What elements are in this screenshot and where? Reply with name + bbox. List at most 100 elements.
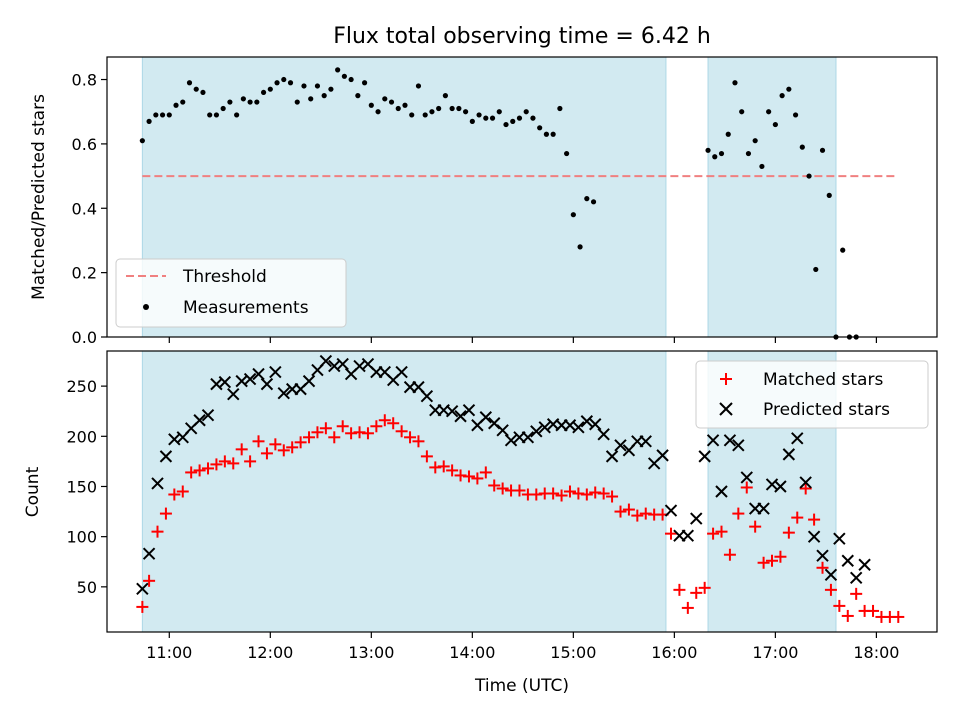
predicted-stars-point	[799, 476, 812, 489]
predicted-stars-point	[420, 389, 434, 403]
measurement-point	[139, 138, 145, 144]
ratio-legend: Threshold Measurements	[115, 258, 347, 328]
matched-stars-point	[260, 447, 273, 460]
measurement-point	[712, 154, 718, 160]
predicted-stars-point	[530, 425, 543, 438]
x-tick-label: 11:00	[146, 643, 192, 662]
predicted-stars-point	[260, 377, 274, 391]
matched-stars-point	[185, 466, 198, 479]
predicted-stars-point	[824, 568, 838, 582]
measurement-point	[799, 144, 805, 150]
matched-stars-point	[833, 599, 846, 612]
measurement-point	[281, 76, 287, 83]
predicted-stars-point	[479, 411, 493, 424]
count-y-axis: 50 100 150 200 250	[66, 377, 107, 597]
predicted-stars-point	[462, 404, 476, 417]
predicted-stars-point	[302, 374, 316, 388]
predicted-stars-point	[614, 439, 627, 452]
predicted-stars-point	[504, 434, 518, 447]
predicted-stars-point	[597, 428, 610, 441]
measurement-point	[375, 109, 381, 115]
predicted-stars-point	[521, 431, 535, 444]
measurement-point	[584, 196, 590, 202]
measurement-point	[590, 199, 597, 205]
matched-stars-point	[277, 444, 290, 457]
matched-stars-point	[799, 482, 812, 495]
count-legend: Matched stars Predicted stars	[695, 360, 929, 429]
predicted-stars-point	[538, 421, 551, 434]
measurement-point	[792, 112, 799, 118]
predicted-stars-point	[774, 480, 787, 493]
x-tick-label: 15:00	[550, 643, 596, 662]
ratio-y-tick-label: 0.6	[72, 135, 97, 154]
measurement-point	[819, 147, 826, 153]
predicted-stars-legend-swatch	[719, 402, 733, 416]
measurement-point	[254, 99, 260, 105]
predicted-stars-point	[740, 471, 753, 484]
observing-window-2	[707, 56, 837, 338]
matched-stars-point	[454, 469, 467, 482]
ratio-y-axis: 0.0 0.2 0.4 0.6 0.8	[72, 71, 107, 347]
measurement-point	[274, 80, 280, 86]
matched-stars-point	[412, 435, 425, 448]
matched-stars-point	[841, 609, 854, 622]
measurement-point	[786, 86, 792, 92]
measurement-point	[328, 86, 334, 92]
matched-stars-point	[303, 431, 316, 444]
ratio-x-ticks	[168, 337, 877, 343]
measurement-point	[503, 121, 509, 128]
matched-stars-point	[774, 550, 787, 563]
measurement-point	[260, 89, 267, 96]
measurement-point	[301, 83, 307, 89]
matched-stars-legend-label: Matched stars	[763, 370, 883, 390]
matched-stars-point	[446, 464, 459, 477]
predicted-stars-point	[681, 529, 695, 542]
figure-title: Flux total observing time = 6.42 h	[333, 24, 711, 49]
predicted-stars-point	[445, 405, 459, 418]
measurement-point	[456, 105, 462, 112]
matched-stars-point	[496, 482, 509, 495]
predicted-stars-point	[664, 504, 678, 517]
count-y-tick-label: 50	[77, 578, 97, 597]
measurement-point	[516, 115, 523, 121]
predicted-stars-point	[589, 418, 602, 431]
measurement-point	[806, 173, 812, 179]
matched-stars-point	[631, 509, 644, 522]
measurements-layer	[139, 67, 859, 340]
predicted-stars-point	[227, 387, 240, 401]
matched-stars-point	[513, 484, 526, 497]
predicted-stars-point	[816, 549, 829, 562]
predicted-stars-point	[807, 530, 821, 543]
measurement-point	[496, 109, 502, 115]
count-legend-box	[695, 360, 929, 429]
x-tick-label: 18:00	[853, 643, 899, 662]
predicted-stars-point	[454, 410, 467, 423]
measurement-point	[314, 83, 321, 89]
matched-stars-point	[252, 435, 265, 448]
predicted-stars-point	[193, 414, 206, 427]
matched-stars-point	[723, 548, 736, 561]
measurement-point	[308, 96, 314, 102]
measurement-point	[463, 109, 469, 115]
measurement-point	[752, 138, 758, 144]
measurement-point	[840, 247, 846, 253]
measurement-point	[510, 118, 516, 124]
count-x-axis: 11:00 12:00 13:00 14:00 15:00 16:00 17:00 18:00	[146, 632, 899, 662]
measurement-point	[530, 115, 536, 121]
matched-stars-point	[673, 583, 686, 596]
measurement-point	[570, 212, 576, 218]
matched-stars-point	[892, 610, 905, 623]
x-tick-label: 12:00	[247, 643, 293, 662]
predicted-stars-point	[572, 421, 585, 434]
matched-stars-point	[614, 505, 627, 518]
measurement-point	[489, 115, 496, 121]
threshold-legend-label: Threshold	[182, 267, 267, 287]
predicted-stars-point	[252, 367, 265, 381]
measurement-point	[180, 99, 186, 105]
matched-stars-point	[547, 487, 560, 500]
measurement-point	[826, 192, 832, 198]
matched-stars-point	[488, 479, 501, 492]
measurement-point	[718, 150, 725, 157]
measurement-point	[267, 86, 273, 92]
matched-stars-point	[732, 507, 745, 520]
